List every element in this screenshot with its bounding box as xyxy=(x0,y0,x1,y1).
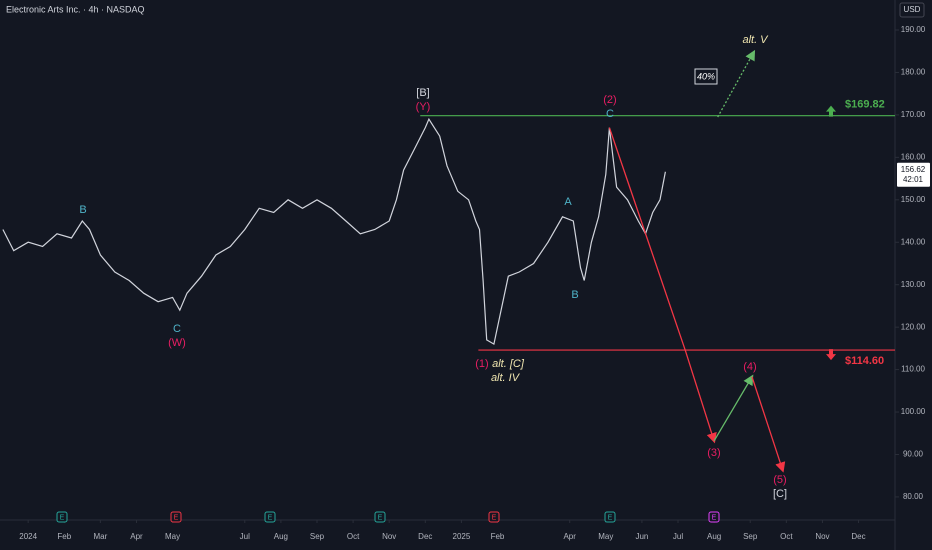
wave-label: (2) xyxy=(603,94,616,106)
probability-box xyxy=(694,68,718,85)
probability: 40% xyxy=(697,71,715,81)
y-tick-label: 90.00 xyxy=(903,450,924,459)
level-arrow xyxy=(826,105,836,117)
x-tick-label: Oct xyxy=(347,532,360,541)
event-icon xyxy=(374,511,386,523)
wave-label: C xyxy=(606,108,614,120)
event-label: E xyxy=(492,514,497,521)
wave-label: (W) xyxy=(168,337,186,349)
x-tick-label: Aug xyxy=(274,532,288,541)
y-tick-label: 100.00 xyxy=(901,407,926,416)
price-tag xyxy=(897,162,930,187)
event-icon xyxy=(488,511,500,523)
event-label: E xyxy=(174,514,179,521)
chart-title: Electronic Arts Inc. · 4h · NASDAQ xyxy=(6,4,145,14)
price-line xyxy=(2,117,666,346)
level-label: $114.60 xyxy=(845,355,884,367)
event-label: E xyxy=(712,514,717,521)
x-tick-label: Jun xyxy=(635,532,648,541)
event-label: E xyxy=(268,514,273,521)
wave-label: B xyxy=(571,289,578,301)
wave-label: B xyxy=(79,204,86,216)
projection xyxy=(713,374,754,442)
y-tick-label: 120.00 xyxy=(901,322,926,331)
event-icon xyxy=(604,511,616,523)
wave-label: (3) xyxy=(707,447,720,459)
level-arrow xyxy=(826,349,836,361)
y-tick-label: 190.00 xyxy=(901,25,926,34)
x-tick-label: Sep xyxy=(743,532,758,541)
x-tick-label: Dec xyxy=(851,532,865,541)
currency-box xyxy=(899,2,925,18)
x-tick-label: May xyxy=(165,532,180,541)
event-icon xyxy=(708,511,720,523)
countdown: 42:01 xyxy=(903,175,924,184)
y-tick-label: 80.00 xyxy=(903,492,924,501)
x-tick-label: Feb xyxy=(491,532,505,541)
projection xyxy=(608,127,717,444)
wave-label: [C] xyxy=(773,488,787,500)
wave-label: C xyxy=(173,323,181,335)
x-tick-label: Apr xyxy=(130,532,143,541)
event-label: E xyxy=(378,514,383,521)
y-tick-label: 140.00 xyxy=(901,237,926,246)
x-tick-label: 2025 xyxy=(453,532,471,541)
currency: USD xyxy=(904,5,921,14)
x-tick-label: Oct xyxy=(780,532,793,541)
wave-label: [B] xyxy=(416,87,429,99)
x-tick-label: Aug xyxy=(707,532,721,541)
y-tick-label: 130.00 xyxy=(901,280,926,289)
x-tick-label: Jul xyxy=(673,532,683,541)
x-tick-label: Dec xyxy=(418,532,432,541)
x-tick-label: Jul xyxy=(240,532,250,541)
event-label: E xyxy=(608,514,613,521)
x-tick-label: Nov xyxy=(815,532,829,541)
wave-label: alt. [C] xyxy=(492,358,525,370)
event-icon xyxy=(56,511,68,523)
x-tick-label: Feb xyxy=(57,532,71,541)
event-icon xyxy=(264,511,276,523)
wave-label: alt. V xyxy=(742,34,769,46)
y-tick-label: 150.00 xyxy=(901,195,926,204)
wave-label: (4) xyxy=(743,361,756,373)
last-price: 156.62 xyxy=(901,165,926,174)
x-tick-label: 2024 xyxy=(19,532,37,541)
x-tick-label: Mar xyxy=(93,532,107,541)
x-tick-label: Apr xyxy=(563,532,576,541)
event-label: E xyxy=(60,514,65,521)
y-tick-label: 160.00 xyxy=(901,152,926,161)
x-tick-label: May xyxy=(598,532,613,541)
wave-label: (5) xyxy=(773,474,786,486)
x-tick-label: Nov xyxy=(382,532,396,541)
y-tick-label: 170.00 xyxy=(901,110,926,119)
level-label: $169.82 xyxy=(845,99,885,111)
projection xyxy=(717,49,756,118)
y-tick-label: 180.00 xyxy=(901,68,926,77)
x-tick-label: Sep xyxy=(310,532,325,541)
wave-label: A xyxy=(564,196,572,208)
wave-label: (1) xyxy=(475,358,488,370)
event-icon xyxy=(170,511,182,523)
wave-label: alt. IV xyxy=(491,372,521,384)
wave-label: (Y) xyxy=(416,101,431,113)
projection xyxy=(751,376,786,473)
y-tick-label: 110.00 xyxy=(901,365,925,374)
